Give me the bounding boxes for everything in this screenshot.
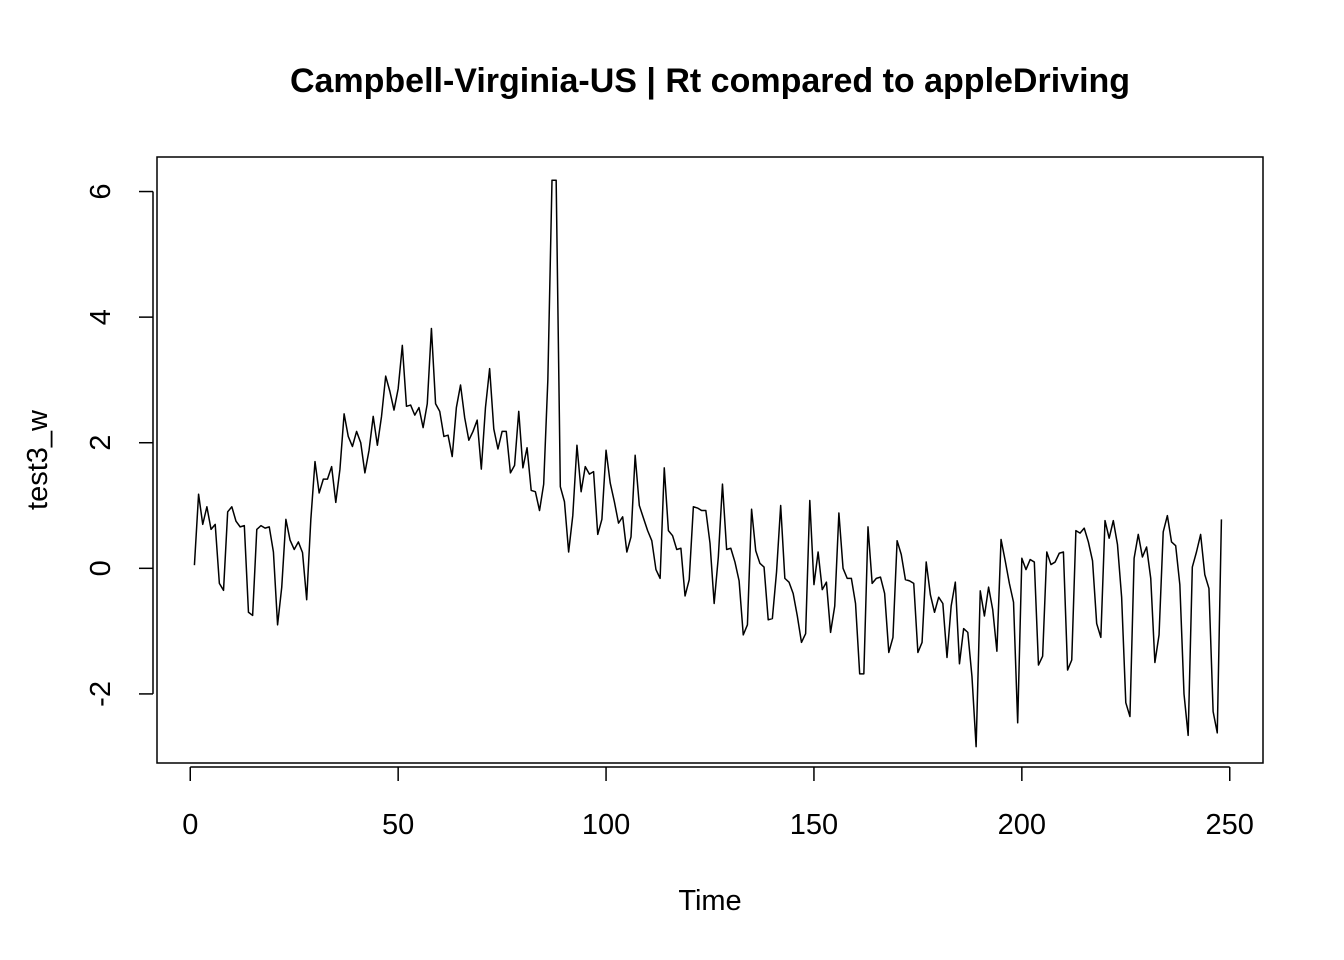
x-tick-label: 0 [182,809,198,841]
y-axis-label: test3_w [22,409,54,510]
x-tick-label: 250 [1206,809,1254,841]
series-line [194,180,1221,746]
y-tick-label: 2 [85,435,117,451]
chart-title: Campbell-Virginia-US | Rt compared to ap… [290,62,1130,100]
x-axis-label: Time [678,885,741,917]
plot-area-frame [157,157,1263,763]
x-tick-label: 50 [382,809,414,841]
x-tick-label: 150 [790,809,838,841]
x-tick-label: 200 [998,809,1046,841]
x-axis: 0 50 100 150 200 250 [182,767,1254,841]
x-tick-label: 100 [582,809,630,841]
y-tick-label: 0 [85,560,117,576]
y-tick-label: -2 [85,681,117,707]
y-tick-label: 6 [85,183,117,199]
y-tick-label: 4 [85,309,117,325]
y-axis: -2 0 2 4 6 [85,183,153,706]
